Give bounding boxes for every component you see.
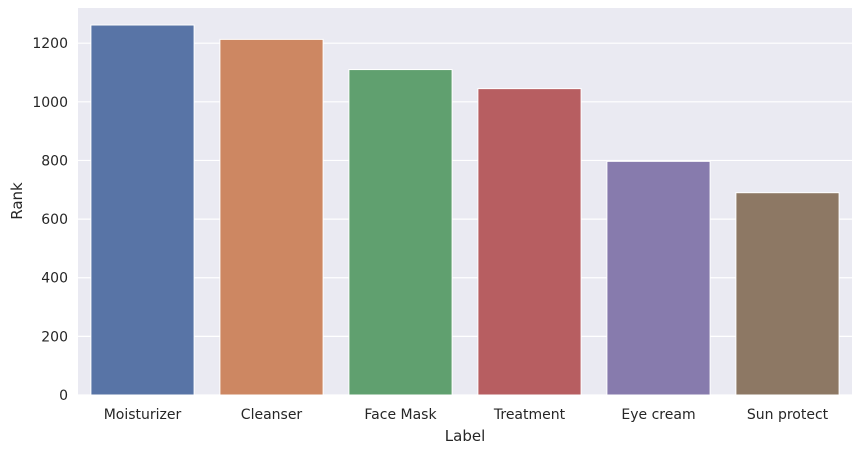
y-tick-label: 1000	[32, 95, 68, 111]
x-axis-ticks: Moisturizer Cleanser Face Mask Treatment Eye…	[104, 407, 829, 423]
x-tick-label: Moisturizer	[104, 407, 182, 423]
grid-lines	[78, 42, 852, 396]
y-tick-label: 0	[59, 388, 68, 404]
x-tick-label: Cleanser	[241, 407, 303, 423]
x-axis-title: Label	[445, 427, 485, 445]
bar-sun-protect	[735, 192, 840, 396]
y-tick-label: 600	[41, 212, 68, 228]
plot-area	[78, 8, 852, 395]
y-tick-label: 400	[41, 271, 68, 287]
bar-treatment	[477, 88, 582, 396]
bar-moisturizer	[90, 24, 195, 396]
bar-face-mask	[348, 69, 453, 396]
bar-eye-cream	[606, 160, 711, 396]
x-tick-label: Face Mask	[364, 407, 437, 423]
y-tick-label: 800	[41, 153, 68, 169]
y-axis-ticks: 0 200 400 600 800 1000 1200	[32, 36, 68, 404]
y-tick-label: 1200	[32, 36, 68, 52]
y-axis-title: Rank	[8, 182, 26, 220]
y-tick-label: 200	[41, 329, 68, 345]
x-tick-label: Eye cream	[621, 407, 695, 423]
x-tick-label: Sun protect	[747, 407, 829, 423]
x-tick-label: Treatment	[493, 407, 566, 423]
bars	[90, 24, 840, 396]
bar-cleanser	[219, 38, 324, 396]
